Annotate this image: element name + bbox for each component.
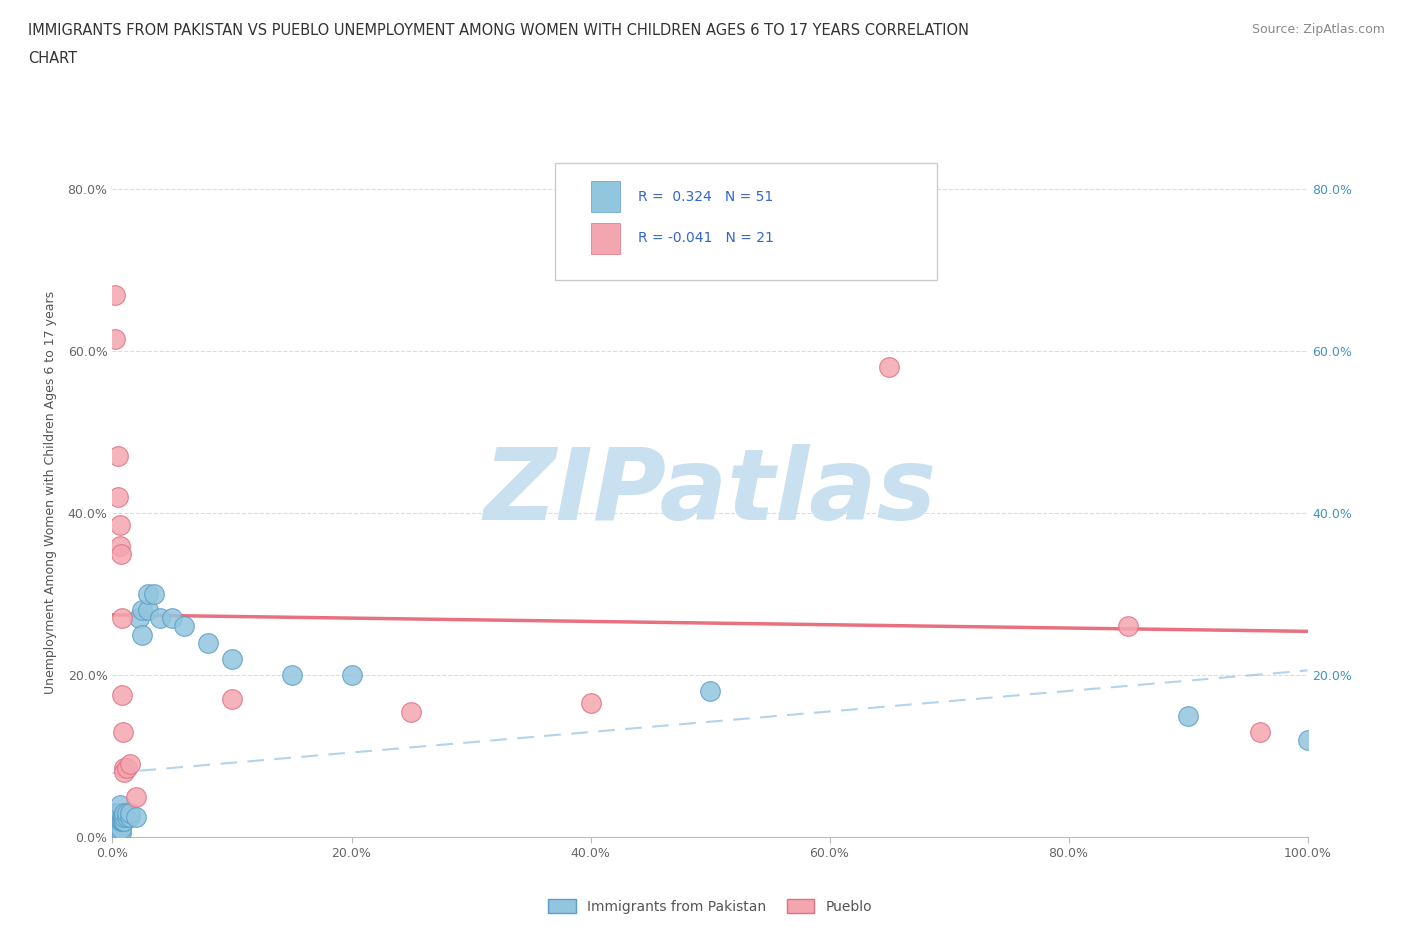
Text: CHART: CHART: [28, 51, 77, 66]
Text: IMMIGRANTS FROM PAKISTAN VS PUEBLO UNEMPLOYMENT AMONG WOMEN WITH CHILDREN AGES 6: IMMIGRANTS FROM PAKISTAN VS PUEBLO UNEMP…: [28, 23, 969, 38]
Point: [173, 619, 195, 634]
Point: [1177, 708, 1199, 723]
Point: [111, 814, 134, 829]
Point: [143, 587, 166, 602]
Bar: [591, 223, 620, 254]
Point: [107, 826, 129, 841]
Point: [112, 814, 135, 829]
Point: [110, 821, 132, 836]
Point: [108, 797, 131, 812]
Point: [221, 692, 243, 707]
Text: ZIPatlas: ZIPatlas: [484, 445, 936, 541]
Legend: Immigrants from Pakistan, Pueblo: Immigrants from Pakistan, Pueblo: [543, 894, 877, 920]
Point: [115, 809, 138, 824]
Point: [112, 809, 135, 824]
Point: [105, 817, 128, 832]
Bar: [591, 181, 620, 212]
Point: [120, 809, 142, 824]
Y-axis label: Unemployment Among Women with Children Ages 6 to 17 years: Unemployment Among Women with Children A…: [44, 291, 56, 695]
Point: [221, 651, 243, 666]
Point: [115, 761, 138, 776]
Point: [108, 821, 131, 836]
Point: [149, 611, 172, 626]
Point: [340, 668, 363, 683]
Point: [114, 764, 135, 779]
Point: [105, 821, 128, 836]
Point: [108, 805, 131, 820]
Point: [107, 805, 129, 820]
Point: [112, 724, 135, 739]
Point: [115, 805, 138, 820]
Point: [110, 826, 132, 841]
Point: [108, 814, 131, 829]
Point: [104, 826, 127, 841]
Point: [197, 635, 219, 650]
Point: [1116, 619, 1139, 634]
Point: [131, 603, 153, 618]
Point: [281, 668, 304, 683]
Point: [105, 826, 128, 841]
Point: [107, 449, 129, 464]
Point: [699, 684, 721, 698]
Point: [107, 821, 129, 836]
Text: Source: ZipAtlas.com: Source: ZipAtlas.com: [1251, 23, 1385, 36]
Point: [125, 809, 148, 824]
Point: [104, 287, 127, 302]
Point: [105, 821, 128, 836]
Point: [138, 587, 160, 602]
Point: [128, 611, 150, 626]
Text: R = -0.041   N = 21: R = -0.041 N = 21: [638, 232, 775, 246]
Point: [105, 814, 128, 829]
Point: [125, 789, 148, 804]
Point: [104, 805, 127, 820]
FancyBboxPatch shape: [554, 163, 936, 280]
Point: [104, 821, 127, 836]
Point: [138, 603, 160, 618]
Point: [579, 696, 602, 711]
Point: [114, 814, 135, 829]
Point: [114, 805, 135, 820]
Point: [104, 814, 127, 829]
Point: [110, 814, 132, 829]
Point: [107, 489, 129, 504]
Point: [105, 805, 128, 820]
Point: [111, 809, 134, 824]
Point: [111, 611, 134, 626]
Point: [877, 360, 900, 375]
Point: [107, 814, 129, 829]
Point: [110, 546, 132, 561]
Text: R =  0.324   N = 51: R = 0.324 N = 51: [638, 190, 773, 204]
Point: [114, 761, 135, 776]
Point: [401, 704, 423, 719]
Point: [120, 757, 142, 772]
Point: [104, 332, 127, 347]
Point: [105, 826, 128, 841]
Point: [1249, 724, 1271, 739]
Point: [114, 809, 135, 824]
Point: [108, 538, 131, 553]
Point: [111, 688, 134, 703]
Point: [162, 611, 183, 626]
Point: [120, 805, 142, 820]
Point: [1296, 733, 1319, 748]
Point: [131, 627, 153, 642]
Point: [108, 518, 131, 533]
Point: [105, 814, 128, 829]
